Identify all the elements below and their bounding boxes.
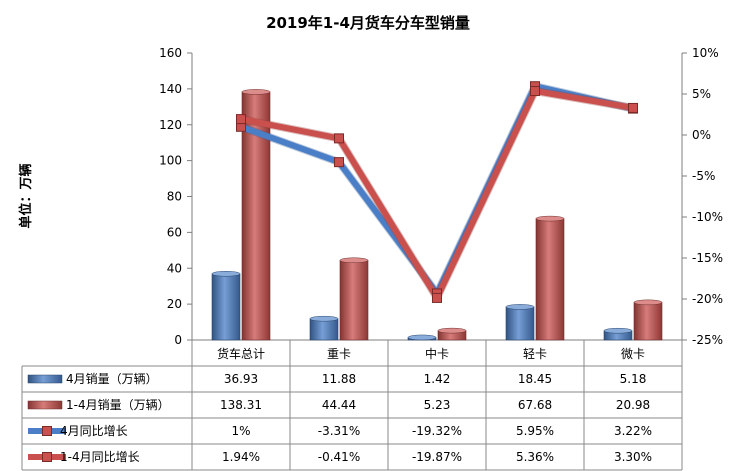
table-cell: 11.88 bbox=[322, 372, 356, 386]
legend-key-bar-0 bbox=[27, 374, 63, 384]
lines bbox=[236, 81, 638, 303]
data-table: 货车总计 重卡 中卡 轻卡 微卡 4月销量（万辆） 36.93 11.88 1.42 18.45 5… bbox=[21, 340, 683, 471]
chart-title: 2019年1-4月货车分车型销量 bbox=[266, 14, 470, 32]
table-cell: 20.98 bbox=[616, 398, 650, 412]
y2-tick-label: 5% bbox=[692, 87, 711, 101]
line-marker-0-1 bbox=[334, 157, 344, 168]
legend-key-line-1 bbox=[28, 452, 66, 462]
category-label: 中卡 bbox=[425, 346, 449, 361]
y-tick-label: 120 bbox=[159, 118, 182, 132]
table-cell: -19.87% bbox=[412, 450, 462, 464]
line-april-yoy bbox=[239, 83, 634, 297]
series-name: 4月同比增长 bbox=[60, 424, 128, 438]
category-label: 货车总计 bbox=[217, 346, 265, 361]
y2-tick-label: -5% bbox=[692, 169, 715, 183]
y-tick-label: 100 bbox=[159, 154, 182, 168]
table-cell: 1.94% bbox=[222, 450, 260, 464]
bar-april-0 bbox=[211, 273, 241, 341]
table-cell: 1.42 bbox=[424, 372, 451, 386]
bar-april-3 bbox=[505, 306, 535, 341]
line-shadow-1 bbox=[240, 87, 634, 302]
y2-tick-label: -25% bbox=[692, 333, 723, 347]
table-cell: 44.44 bbox=[322, 398, 356, 412]
table-cell: 36.93 bbox=[224, 372, 258, 386]
y-axis-ticks: 0 20 40 60 80 100 120 140 160 bbox=[159, 46, 192, 347]
bar-cap-1-0 bbox=[241, 89, 271, 95]
table-cell: 3.22% bbox=[614, 424, 652, 438]
line-jan-apr-yoy bbox=[240, 88, 634, 301]
line-marker-1-2 bbox=[432, 292, 442, 303]
bar-april-1 bbox=[309, 318, 339, 341]
table-cell: 3.30% bbox=[614, 450, 652, 464]
y-tick-label: 0 bbox=[174, 333, 182, 347]
y-tick-label: 60 bbox=[167, 225, 182, 239]
table-cell: 67.68 bbox=[518, 398, 552, 412]
category-label: 重卡 bbox=[327, 347, 351, 361]
table-cell: 5.95% bbox=[516, 424, 554, 438]
table-cell: 5.36% bbox=[516, 450, 554, 464]
bar-cap-0-0 bbox=[211, 271, 241, 277]
table-cell: 5.23 bbox=[424, 398, 451, 412]
y2-axis-ticks: -25% -20% -15% -10% -5% 0% 5% 10% bbox=[682, 46, 723, 347]
line-marker-1-4 bbox=[628, 102, 638, 113]
bars bbox=[211, 89, 663, 341]
line-marker-1-0 bbox=[236, 114, 246, 125]
y-tick-label: 20 bbox=[167, 297, 182, 311]
y2-tick-label: -20% bbox=[692, 292, 723, 306]
table-cell: -19.32% bbox=[412, 424, 462, 438]
line-marker-1-1 bbox=[334, 133, 344, 144]
series-name: 1-4月销量（万辆） bbox=[66, 398, 170, 412]
y-tick-label: 80 bbox=[167, 190, 182, 204]
table-cell: 138.31 bbox=[220, 398, 262, 412]
bar-cap-1-1 bbox=[339, 257, 369, 264]
category-label: 微卡 bbox=[621, 347, 645, 361]
line-marker-1-3 bbox=[530, 86, 540, 97]
y-axis-label: 单位：万辆 bbox=[18, 163, 34, 228]
bar-jan-apr-3 bbox=[535, 218, 565, 341]
bar-cap-1-4 bbox=[633, 299, 663, 306]
bar-cap-0-4 bbox=[603, 327, 633, 334]
category-label: 轻卡 bbox=[523, 347, 547, 361]
table-cell: 18.45 bbox=[518, 372, 552, 386]
table-cell: -0.41% bbox=[318, 450, 360, 464]
bar-cap-1-2 bbox=[437, 327, 467, 334]
y-tick-label: 40 bbox=[167, 261, 182, 275]
y2-tick-label: 10% bbox=[692, 46, 719, 60]
y-tick-label: 140 bbox=[159, 82, 182, 96]
legend-key-bar-1 bbox=[27, 400, 63, 410]
table-cell: -3.31% bbox=[318, 424, 360, 438]
legend-key-line-0 bbox=[28, 426, 66, 436]
line-shadow-0 bbox=[239, 82, 634, 298]
y-tick-label: 160 bbox=[159, 46, 182, 60]
y2-tick-label: -15% bbox=[692, 251, 723, 265]
series-name: 4月销量（万辆） bbox=[66, 372, 158, 386]
bar-jan-apr-1 bbox=[339, 259, 369, 341]
series-name: 1-4月同比增长 bbox=[60, 450, 140, 464]
bar-cap-1-3 bbox=[535, 215, 565, 222]
y2-tick-label: 0% bbox=[692, 128, 711, 142]
bar-cap-0-3 bbox=[505, 304, 535, 310]
table-cell: 5.18 bbox=[620, 372, 647, 386]
y2-tick-label: -10% bbox=[692, 210, 723, 224]
table-cell: 1% bbox=[231, 424, 250, 438]
bar-cap-0-2 bbox=[407, 334, 437, 341]
bar-jan-apr-4 bbox=[633, 302, 663, 341]
bar-cap-0-1 bbox=[309, 315, 339, 322]
